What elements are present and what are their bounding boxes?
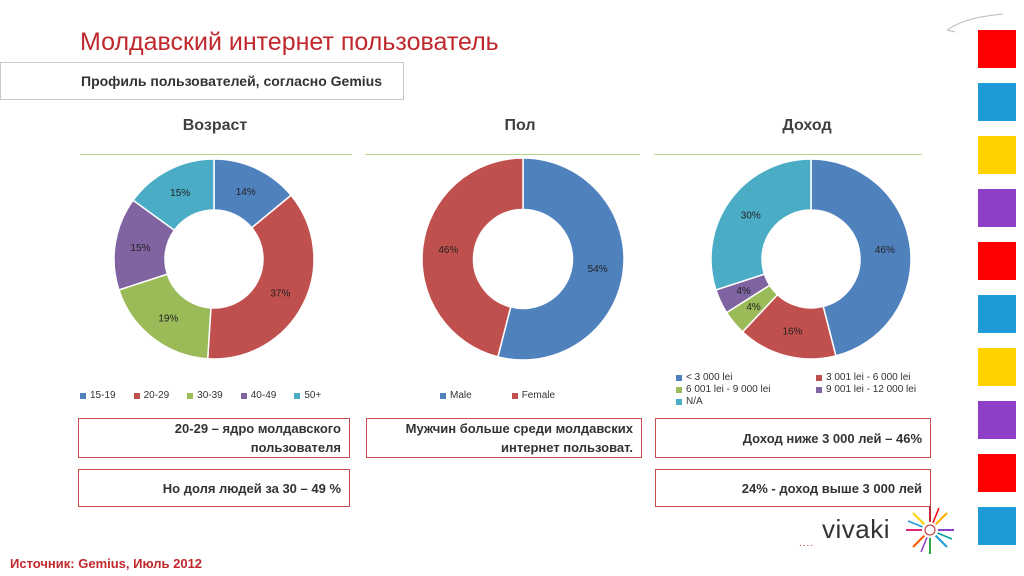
legend-swatch — [294, 392, 301, 399]
donut-data-label: 16% — [782, 327, 802, 338]
donut-data-label: 19% — [158, 313, 178, 324]
legend-item: Female — [511, 390, 556, 401]
logo-burst-icon — [906, 506, 954, 554]
legend-swatch — [816, 374, 822, 381]
divider-income — [654, 154, 922, 155]
legend-swatch — [187, 392, 194, 399]
legend-swatch — [676, 386, 682, 393]
legend-item: 20-29 — [133, 390, 170, 401]
legend-income: < 3 000 lei 3 001 lei - 6 000 lei 6 001 le… — [676, 372, 946, 407]
legend-label: 3 001 lei - 6 000 lei — [826, 372, 911, 383]
legend-swatch — [676, 374, 682, 381]
donut-slice-female — [421, 157, 524, 358]
note-gender: Мужчин больше среди молдавских интернет … — [366, 418, 642, 458]
donut-slice--3-000-lei — [810, 158, 912, 357]
donut-data-label: 14% — [236, 187, 256, 198]
color-square — [978, 295, 1016, 333]
donut-slice-male — [496, 157, 625, 361]
legend-swatch — [676, 398, 682, 405]
note-age-share: Но доля людей за 30 – 49 % — [78, 469, 350, 507]
legend-label: 50+ — [304, 390, 322, 401]
note-age-core-text: 20-29 – ядро молдавского пользователя — [174, 421, 341, 455]
legend-item: N/A — [676, 396, 816, 407]
note-income-high: 24% - доход выше 3 000 лей — [655, 469, 931, 507]
donut-data-label: 37% — [270, 288, 290, 299]
corner-decoration — [946, 13, 1004, 33]
color-squares-column — [978, 0, 1018, 576]
note-gender-text: Мужчин больше среди молдавских интернет … — [405, 421, 633, 455]
legend-swatch — [440, 392, 446, 399]
donut-slice-50- — [132, 158, 215, 232]
legend-label: Male — [450, 390, 472, 401]
donut-data-label: 15% — [130, 243, 150, 254]
donut-data-label: 4% — [736, 286, 751, 297]
color-square — [978, 507, 1016, 545]
note-income-low-text: Доход ниже 3 000 лей – 46% — [742, 430, 922, 446]
legend-item: Male — [440, 390, 472, 401]
donut-data-label: 46% — [438, 245, 458, 256]
legend-swatch — [511, 392, 518, 399]
source-note: Источник: Gemius, Июль 2012 — [10, 556, 203, 571]
color-square — [978, 30, 1016, 68]
chart-title-gender: Пол — [504, 117, 536, 134]
note-age-core: 20-29 – ядро молдавского пользователя — [78, 418, 350, 458]
legend-label: 40-49 — [250, 390, 277, 401]
page-title: Молдавский интернет пользователь — [80, 28, 499, 56]
legend-label: Female — [521, 390, 556, 401]
legend-gender: Male Female — [440, 390, 555, 401]
chart-title-age: Возраст — [182, 117, 248, 134]
legend-swatch — [816, 386, 822, 393]
legend-label: 20-29 — [143, 390, 170, 401]
donut-data-label: 15% — [170, 188, 190, 199]
donut-data-label: 30% — [741, 211, 761, 222]
color-square — [978, 242, 1016, 280]
legend-age: 15-19 20-29 30-39 40-49 50+ — [80, 390, 321, 401]
divider-gender — [365, 154, 640, 155]
legend-swatch — [133, 392, 140, 399]
donut-slice-20-29 — [206, 194, 315, 360]
divider-age — [80, 154, 352, 155]
legend-label: 30-39 — [197, 390, 223, 401]
note-age-share-text: Но доля людей за 30 – 49 % — [162, 480, 341, 496]
color-square — [978, 454, 1016, 492]
color-square — [978, 401, 1016, 439]
legend-item: < 3 000 lei — [676, 372, 816, 383]
legend-item: 50+ — [294, 390, 321, 401]
donut-data-label: 46% — [875, 245, 895, 256]
legend-item: 6 001 lei - 9 000 lei — [676, 384, 816, 395]
donut-data-label: 4% — [746, 302, 761, 313]
color-square — [978, 348, 1016, 386]
legend-item: 15-19 — [80, 390, 116, 401]
legend-item: 40-49 — [240, 390, 277, 401]
color-square — [978, 83, 1016, 121]
subtitle-box: Профиль пользователей, согласно Gemius — [0, 62, 404, 100]
color-square — [978, 189, 1016, 227]
donut-data-label: 54% — [588, 264, 608, 275]
subtitle: Профиль пользователей, согласно Gemius — [81, 73, 382, 89]
logo-dots: .... — [799, 538, 815, 549]
legend-label: 15-19 — [90, 390, 116, 401]
legend-swatch — [80, 392, 86, 399]
note-income-high-text: 24% - доход выше 3 000 лей — [741, 480, 922, 496]
legend-item: 30-39 — [187, 390, 223, 401]
chart-title-income: Доход — [782, 117, 832, 134]
legend-item: 3 001 lei - 6 000 lei — [816, 372, 946, 383]
legend-item: 9 001 lei - 12 000 lei — [816, 384, 946, 395]
note-income-low: Доход ниже 3 000 лей – 46% — [655, 418, 931, 458]
legend-swatch — [240, 392, 247, 399]
legend-label: 9 001 lei - 12 000 lei — [826, 384, 917, 395]
logo-text: vivaki — [822, 514, 891, 544]
donut-chart-age: 14% 37% 19% 15% 15% — [113, 158, 315, 360]
color-square — [978, 136, 1016, 174]
legend-label: 6 001 lei - 9 000 lei — [686, 384, 771, 395]
legend-label: N/A — [686, 396, 703, 407]
donut-chart-gender: 54% 46% — [421, 157, 625, 361]
donut-slice-n-a — [710, 158, 812, 291]
donut-chart-income: 46% 16% 4% 4% 30% — [710, 158, 912, 360]
legend-label: < 3 000 lei — [686, 372, 733, 383]
